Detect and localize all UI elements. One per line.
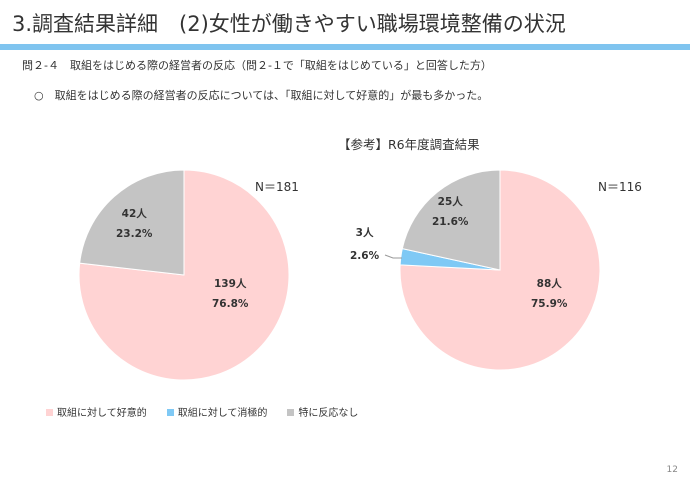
- n-label-1: N＝181: [255, 180, 299, 194]
- pie-slice: [401, 169, 501, 271]
- pie-slice: [79, 169, 185, 276]
- page-title: 3.調査結果詳細 (2)女性が働きやすい職場環境整備の状況: [12, 12, 566, 36]
- summary-note: ○ 取組をはじめる際の経営者の反応については、「取組に対して好意的」が最も多かっ…: [34, 89, 489, 102]
- reference-title: 【参考】R6年度調査結果: [338, 137, 480, 152]
- data-label-2-negative: 3人 2.6%: [350, 227, 380, 262]
- data-label-1-positive: 139人 76.8%: [212, 278, 249, 310]
- legend-item: 取組に対して好意的: [46, 404, 147, 419]
- data-label-1-none: 42人 23.2%: [116, 208, 153, 240]
- legend-item: 特に反応なし: [287, 404, 358, 419]
- legend-item: 取組に対して消極的: [166, 404, 267, 419]
- page-number: 12: [666, 465, 678, 475]
- leader-line: [384, 254, 402, 259]
- n-label-2: N＝116: [598, 180, 642, 194]
- accent-bar: [0, 44, 690, 50]
- legend: 取組に対して好意的 取組に対して消極的 特に反応なし: [46, 404, 358, 419]
- data-label-2-none: 25人 21.6%: [432, 196, 469, 228]
- question-text: 問２-４ 取組をはじめる際の経営者の反応（問２-１で「取組をはじめている」と回答…: [22, 59, 492, 72]
- data-label-2-positive: 88人 75.9%: [531, 278, 568, 310]
